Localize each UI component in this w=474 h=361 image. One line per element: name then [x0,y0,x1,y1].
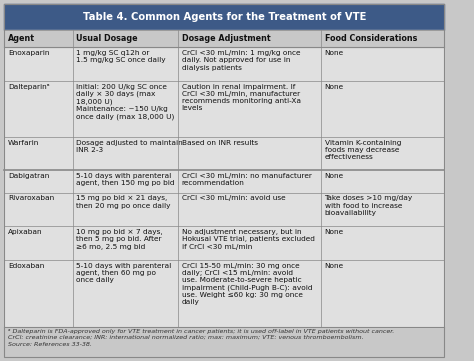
Text: None: None [325,262,344,269]
Text: No adjustment necessary, but in
Hokusai VTE trial, patients excluded
if CrCl <30: No adjustment necessary, but in Hokusai … [182,229,315,249]
Bar [4,226,444,260]
Text: Based on INR results: Based on INR results [182,140,258,145]
Text: Caution in renal impairment. If
CrCl <30 mL/min, manufacturer
recommends monitor: Caution in renal impairment. If CrCl <30… [182,84,301,112]
Bar [4,4,444,30]
Text: Enoxaparin: Enoxaparin [8,50,50,56]
Text: Agent: Agent [8,34,35,43]
Text: CrCl <30 mL/min: avoid use: CrCl <30 mL/min: avoid use [182,195,285,201]
Bar [4,30,444,47]
Bar [4,170,444,192]
Text: Food Considerations: Food Considerations [325,34,417,43]
Text: Rivaroxaban: Rivaroxaban [8,195,55,201]
Text: Dalteparinᵃ: Dalteparinᵃ [8,84,50,90]
Text: Dosage adjusted to maintain
INR 2-3: Dosage adjusted to maintain INR 2-3 [76,140,183,153]
Text: 1 mg/kg SC q12h or
1.5 mg/kg SC once daily: 1 mg/kg SC q12h or 1.5 mg/kg SC once dai… [76,50,166,64]
Text: Initial: 200 U/kg SC once
daily × 30 days (max
18,000 U)
Maintenance: ~150 U/kg
: Initial: 200 U/kg SC once daily × 30 day… [76,84,174,120]
Text: 10 mg po bid × 7 days,
then 5 mg po bid. After
≥6 mo, 2.5 mg bid: 10 mg po bid × 7 days, then 5 mg po bid.… [76,229,163,249]
Bar [4,47,444,81]
Text: CrCl 15-50 mL/min: 30 mg once
daily; CrCl <15 mL/min: avoid
use. Moderate-to-sev: CrCl 15-50 mL/min: 30 mg once daily; CrC… [182,262,312,305]
Text: None: None [325,229,344,235]
Text: 15 mg po bid × 21 days,
then 20 mg po once daily: 15 mg po bid × 21 days, then 20 mg po on… [76,195,171,209]
Bar [4,137,444,170]
Text: 5-10 days with parenteral
agent, then 150 mg po bid: 5-10 days with parenteral agent, then 15… [76,173,175,186]
Text: CrCl <30 mL/min: no manufacturer
recommendation: CrCl <30 mL/min: no manufacturer recomme… [182,173,311,186]
Text: Take doses >10 mg/day
with food to increase
bioavailability: Take doses >10 mg/day with food to incre… [325,195,413,216]
Text: Usual Dosage: Usual Dosage [76,34,138,43]
Bar [4,260,444,327]
Text: Edoxaban: Edoxaban [8,262,45,269]
Text: None: None [325,84,344,90]
Text: ᵃ Dalteparin is FDA-approved only for VTE treatment in cancer patients; it is us: ᵃ Dalteparin is FDA-approved only for VT… [8,329,394,347]
Text: Warfarin: Warfarin [8,140,39,145]
Text: None: None [325,173,344,179]
Text: 5-10 days with parenteral
agent, then 60 mg po
once daily: 5-10 days with parenteral agent, then 60… [76,262,172,283]
Text: CrCl <30 mL/min: 1 mg/kg once
daily. Not approved for use in
dialysis patients: CrCl <30 mL/min: 1 mg/kg once daily. Not… [182,50,300,71]
Text: Vitamin K-containing
foods may decrease
effectiveness: Vitamin K-containing foods may decrease … [325,140,401,160]
Text: Dosage Adjustment: Dosage Adjustment [182,34,270,43]
Text: None: None [325,50,344,56]
Text: Apixaban: Apixaban [8,229,43,235]
Bar [4,192,444,226]
Text: Dabigatran: Dabigatran [8,173,49,179]
Text: Table 4. Common Agents for the Treatment of VTE: Table 4. Common Agents for the Treatment… [82,12,366,22]
Bar [4,81,444,137]
